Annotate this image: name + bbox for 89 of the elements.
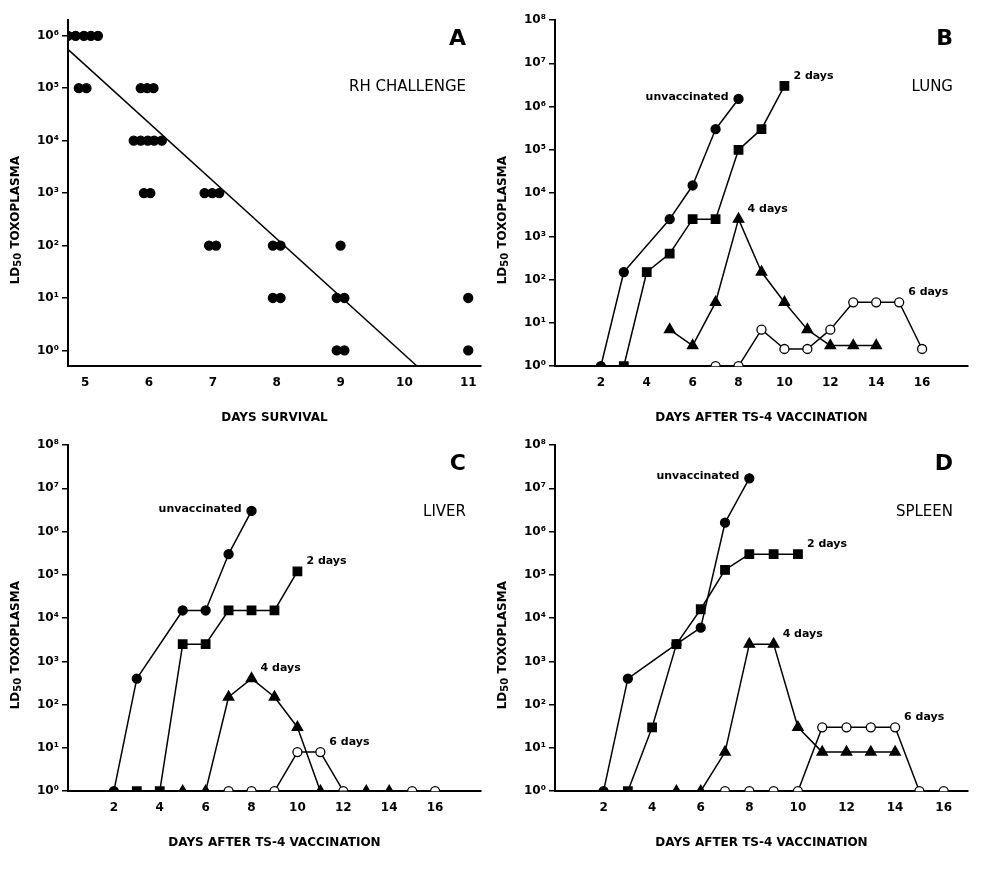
- y-tick-label: 10⁷: [36, 480, 59, 495]
- series-label: 2 days: [306, 554, 348, 568]
- y-tick-label: 10⁰: [36, 783, 59, 798]
- x-tick-label: 12: [838, 799, 855, 814]
- text: RH CHALLENGE: [349, 77, 466, 96]
- y-tick-label: 10³: [36, 185, 59, 200]
- x-tick-label: 14: [886, 799, 904, 814]
- y-tick-label: 10⁰: [36, 342, 59, 357]
- y-tick-label: 10²: [523, 271, 546, 286]
- x-tick-label: 16: [426, 799, 444, 814]
- y-tick-label: 10⁴: [36, 132, 59, 147]
- y-tick-label: 10⁸: [36, 437, 59, 452]
- y-tick-label: 10⁶: [523, 523, 546, 538]
- y-tick-label: 10⁶: [36, 27, 59, 42]
- x-tick-label: 4: [155, 799, 164, 814]
- y-tick-label: 10⁵: [523, 141, 546, 156]
- y-tick-label: 10⁴: [523, 185, 546, 200]
- y-tick-label: 10⁰: [523, 358, 546, 373]
- annotation: A: [448, 24, 466, 50]
- x-tick-label: 12: [334, 799, 352, 814]
- x-axis-title: DAYS AFTER TS-4 VACCINATION: [655, 834, 868, 849]
- x-tick-label: 4: [642, 374, 651, 389]
- y-tick-label: 10⁰: [523, 783, 546, 798]
- x-axis-title: DAYS AFTER TS-4 VACCINATION: [655, 409, 868, 424]
- y-tick-label: 10¹: [36, 290, 59, 305]
- series-label: unvaccinated: [158, 501, 242, 515]
- x-tick-label: 16: [913, 374, 931, 389]
- x-axis-title: DAYS SURVIVAL: [221, 409, 329, 424]
- series-label: 2 days: [793, 68, 835, 82]
- x-tick-label: 12: [821, 374, 839, 389]
- text: LUNG: [911, 77, 953, 96]
- series-label: unvaccinated: [656, 469, 740, 483]
- x-tick-label: 6: [696, 799, 705, 814]
- y-tick-label: 10⁷: [523, 480, 546, 495]
- x-tick-label: 16: [935, 799, 953, 814]
- series-label: 6 days: [904, 710, 945, 724]
- x-tick-label: 8: [734, 374, 743, 389]
- annotation: D: [934, 449, 953, 475]
- series-label: 4 days: [747, 202, 789, 216]
- x-tick-label: 10: [396, 374, 413, 389]
- x-tick-label: 10: [776, 374, 793, 389]
- series-label: 6 days: [329, 734, 370, 748]
- y-tick-label: 10²: [36, 237, 59, 252]
- y-tick-label: 10⁶: [36, 523, 59, 538]
- x-tick-label: 14: [867, 374, 885, 389]
- x-tick-label: 10: [789, 799, 807, 814]
- series-label: 4 days: [782, 627, 824, 641]
- y-tick-label: 10⁴: [523, 610, 546, 625]
- y-tick-label: 10¹: [36, 740, 59, 755]
- x-tick-label: 14: [380, 799, 398, 814]
- x-tick-label: 8: [745, 799, 754, 814]
- x-tick-label: 7: [208, 374, 218, 389]
- y-tick-label: 10⁵: [36, 566, 59, 581]
- y-tick-label: 10³: [36, 653, 59, 668]
- y-tick-label: 10⁷: [523, 55, 546, 70]
- x-tick-label: 8: [247, 799, 256, 814]
- text: LIVER: [423, 502, 466, 521]
- y-tick-label: 10⁸: [523, 437, 546, 452]
- x-tick-label: 11: [459, 374, 477, 389]
- y-tick-label: 10⁸: [523, 12, 546, 27]
- x-tick-label: 2: [109, 799, 119, 814]
- y-tick-label: 10³: [523, 653, 546, 668]
- y-tick-label: 10⁵: [523, 566, 546, 581]
- annotation: B: [936, 24, 953, 50]
- text: SPLEEN: [895, 502, 953, 521]
- y-tick-label: 10²: [523, 696, 546, 711]
- x-tick-label: 5: [81, 374, 90, 389]
- x-axis-title: DAYS AFTER TS-4 VACCINATION: [168, 834, 381, 849]
- x-tick-label: 6: [688, 374, 697, 389]
- x-tick-label: 2: [599, 799, 608, 814]
- series-label: 6 days: [908, 285, 949, 299]
- y-tick-label: 10³: [523, 228, 546, 243]
- series-label: unvaccinated: [645, 89, 729, 103]
- x-tick-label: 10: [289, 799, 306, 814]
- series-label: 2 days: [806, 537, 848, 551]
- annotation: C: [449, 449, 466, 475]
- x-tick-label: 4: [647, 799, 657, 814]
- y-tick-label: 10¹: [523, 315, 546, 330]
- x-tick-label: 2: [596, 374, 606, 389]
- y-tick-label: 10²: [36, 696, 59, 711]
- x-tick-label: 8: [272, 374, 281, 389]
- y-tick-label: 10⁶: [523, 98, 546, 113]
- x-tick-label: 9: [336, 374, 345, 389]
- series-label: 4 days: [260, 661, 302, 675]
- x-tick-label: 6: [144, 374, 154, 389]
- y-tick-label: 10⁴: [36, 610, 59, 625]
- y-tick-label: 10⁵: [36, 80, 59, 95]
- x-tick-label: 6: [201, 799, 210, 814]
- y-tick-label: 10¹: [523, 740, 546, 755]
